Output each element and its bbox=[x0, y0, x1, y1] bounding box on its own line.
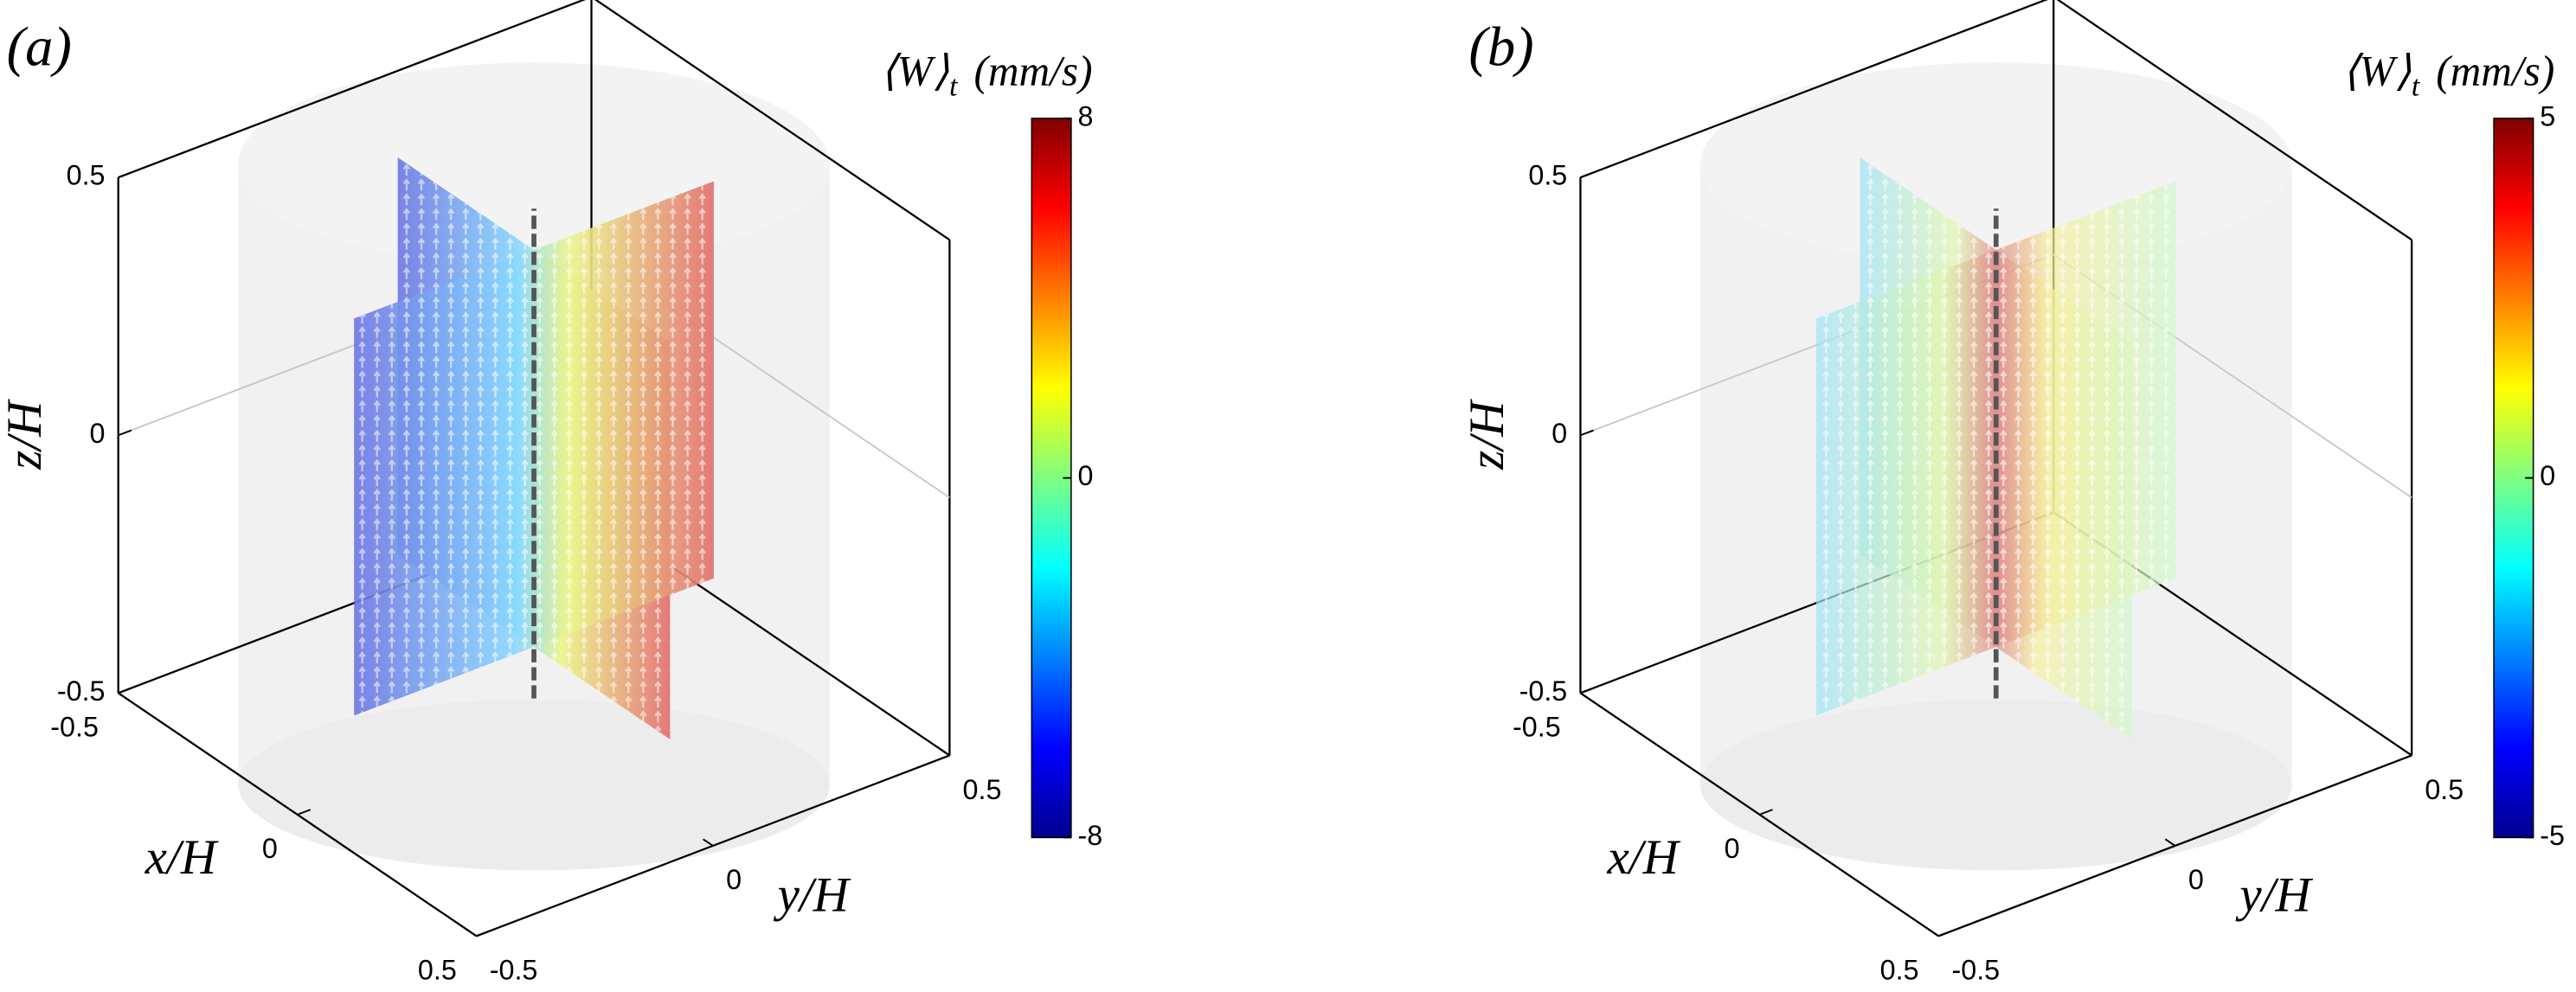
y-tick-label: -0.5 bbox=[490, 955, 538, 986]
cylinder-bottom bbox=[238, 699, 830, 871]
colorbar-label-sub: t bbox=[949, 70, 959, 102]
y-tick bbox=[939, 748, 950, 757]
x-axis-label: x/H bbox=[145, 830, 219, 885]
y-axis-label: y/H bbox=[2235, 868, 2313, 923]
colorbar-tick-label: -5 bbox=[2540, 820, 2565, 851]
y-tick bbox=[466, 928, 478, 938]
z-axis-label: z/H bbox=[0, 399, 52, 470]
x-tick bbox=[297, 809, 312, 816]
y-axis-label: y/H bbox=[774, 868, 851, 923]
y-tick-label: 0.5 bbox=[963, 774, 1002, 805]
y-tick bbox=[2401, 748, 2412, 757]
y-tick-label: 0.5 bbox=[2425, 774, 2464, 805]
box-edge bbox=[118, 0, 587, 179]
colorbar-label-base: ⟨W⟩ bbox=[880, 48, 949, 95]
y-tick bbox=[2164, 838, 2176, 847]
x-tick-label: 0 bbox=[262, 833, 278, 864]
z-tick-label: 0.5 bbox=[1528, 160, 1567, 191]
y-tick bbox=[1928, 928, 1939, 938]
x-tick-label: 0.5 bbox=[418, 955, 457, 986]
colorbar-tick-label: 8 bbox=[1077, 100, 1093, 131]
box-edge bbox=[2056, 0, 2412, 241]
arrow-field bbox=[1816, 181, 2176, 716]
colorbar-label-unit: (mm/s) bbox=[2436, 48, 2554, 95]
z-tick bbox=[1580, 429, 1594, 437]
z-tick bbox=[118, 171, 132, 179]
y-tick-label: 0 bbox=[2188, 864, 2204, 895]
y-tick-label: 0 bbox=[726, 864, 742, 895]
x-tick-label: -0.5 bbox=[50, 712, 99, 743]
colorbar-label-unit: (mm/s) bbox=[973, 48, 1092, 95]
cylinder-bottom bbox=[1700, 699, 2292, 871]
panel: -0.5 0 0.5 -0.5 0 0.5 -0.5 0 0.5 x/H y/H z/H (b) -5 0 5… bbox=[1460, 0, 2565, 986]
z-tick bbox=[1580, 171, 1594, 179]
y-tick bbox=[703, 838, 714, 847]
x-tick bbox=[476, 930, 491, 938]
z-tick-label: 0.5 bbox=[67, 160, 106, 191]
z-axis-label: z/H bbox=[1460, 399, 1514, 470]
colorbar-tick-label: -8 bbox=[1077, 820, 1102, 851]
panel-label: (b) bbox=[1468, 16, 1533, 79]
x-tick bbox=[118, 687, 132, 694]
x-tick-label: 0.5 bbox=[1880, 955, 1919, 986]
panel-label: (a) bbox=[7, 16, 72, 79]
x-tick bbox=[1580, 687, 1594, 694]
colorbar-label-base: ⟨W⟩ bbox=[2342, 48, 2412, 95]
y-tick-label: -0.5 bbox=[1952, 955, 2001, 986]
z-tick bbox=[118, 429, 132, 437]
colorbar-tick-label: 5 bbox=[2540, 100, 2555, 131]
panel: -0.5 0 0.5 -0.5 0 0.5 -0.5 0 0.5 x/H y/H z/H (a) -8 0 8… bbox=[0, 0, 1102, 986]
colorbar-label: ⟨W⟩t (mm/s) bbox=[2342, 48, 2554, 103]
z-tick-label: 0 bbox=[90, 418, 106, 449]
z-tick-label: -0.5 bbox=[57, 675, 106, 707]
colorbar-label: ⟨W⟩t (mm/s) bbox=[880, 48, 1092, 103]
box-edge bbox=[1580, 0, 2048, 179]
arrow-field bbox=[354, 181, 714, 716]
z-tick-label: 0 bbox=[1551, 418, 1567, 449]
colorbar-tick-label: 0 bbox=[1077, 460, 1093, 491]
colorbar-tick-label: 0 bbox=[2540, 460, 2555, 491]
x-tick bbox=[1759, 809, 1773, 816]
x-axis-label: x/H bbox=[1606, 830, 1680, 885]
x-tick-label: -0.5 bbox=[1513, 712, 1561, 743]
x-tick bbox=[1938, 930, 1952, 938]
z-tick-label: -0.5 bbox=[1519, 675, 1568, 707]
box-edge bbox=[594, 0, 951, 241]
x-tick-label: 0 bbox=[1725, 833, 1740, 864]
colorbar-label-sub: t bbox=[2412, 70, 2421, 102]
